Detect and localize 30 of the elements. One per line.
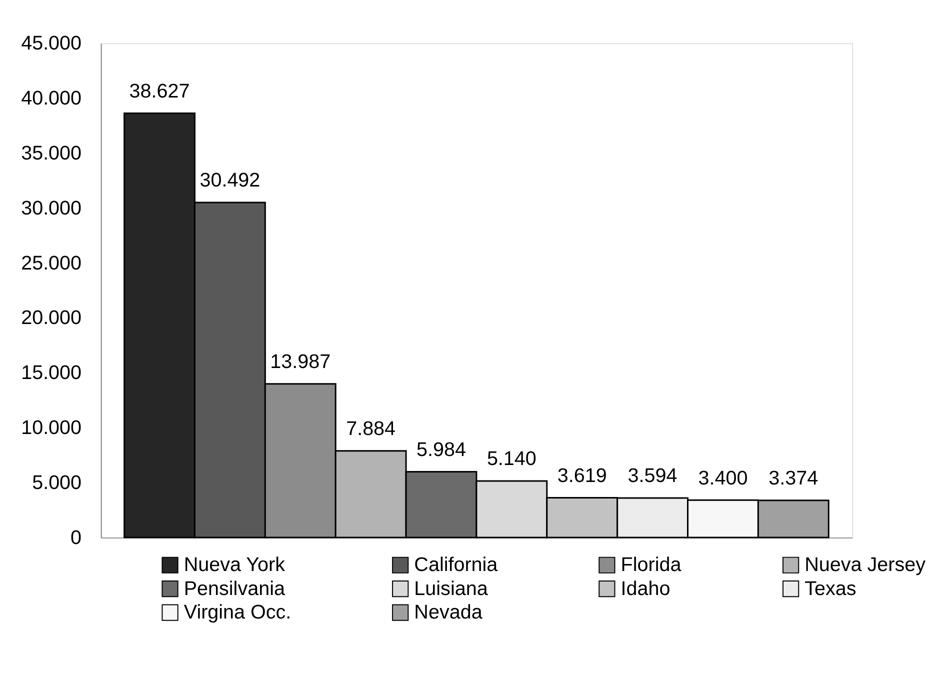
legend-label: Texas bbox=[804, 578, 856, 600]
data-label: 30.492 bbox=[200, 170, 260, 192]
data-label: 3.374 bbox=[768, 468, 818, 490]
legend-label: Pensilvania bbox=[184, 578, 285, 600]
y-tick-label: 35.000 bbox=[21, 142, 82, 164]
data-label: 3.400 bbox=[698, 467, 748, 490]
y-tick-label: 15.000 bbox=[21, 362, 82, 384]
legend-label: California bbox=[414, 554, 498, 576]
y-tick-label: 0 bbox=[70, 526, 82, 549]
legend-label: Nueva Jersey bbox=[804, 554, 926, 576]
data-label: 5.140 bbox=[486, 448, 536, 470]
data-label: 3.619 bbox=[557, 464, 607, 487]
legend-label: Nueva York bbox=[184, 554, 286, 576]
legend-label: Virgina Occ. bbox=[184, 602, 292, 624]
y-tick-label: 45.000 bbox=[21, 32, 82, 55]
legend-label: Idaho bbox=[620, 578, 670, 600]
legend-label: Luisiana bbox=[414, 578, 488, 600]
y-tick-label: 40.000 bbox=[21, 88, 82, 110]
data-label: 3.594 bbox=[628, 465, 678, 488]
y-tick-label: 10.000 bbox=[21, 417, 82, 440]
y-tick-label: 5.000 bbox=[32, 472, 82, 494]
legend-label: Nevada bbox=[414, 602, 482, 624]
y-tick-label: 20.000 bbox=[21, 307, 82, 330]
data-label: 38.627 bbox=[129, 80, 190, 102]
y-tick-label: 30.000 bbox=[21, 197, 82, 220]
legend-label: Florida bbox=[620, 554, 682, 576]
data-label: 13.987 bbox=[270, 351, 331, 374]
data-label: 5.984 bbox=[416, 438, 466, 461]
y-tick-label: 25.000 bbox=[21, 252, 82, 274]
data-label: 7.884 bbox=[346, 418, 396, 440]
